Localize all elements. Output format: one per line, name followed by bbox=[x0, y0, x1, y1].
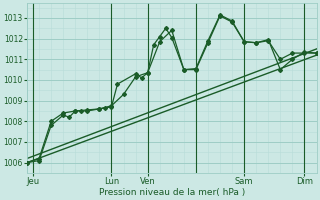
X-axis label: Pression niveau de la mer( hPa ): Pression niveau de la mer( hPa ) bbox=[99, 188, 245, 197]
